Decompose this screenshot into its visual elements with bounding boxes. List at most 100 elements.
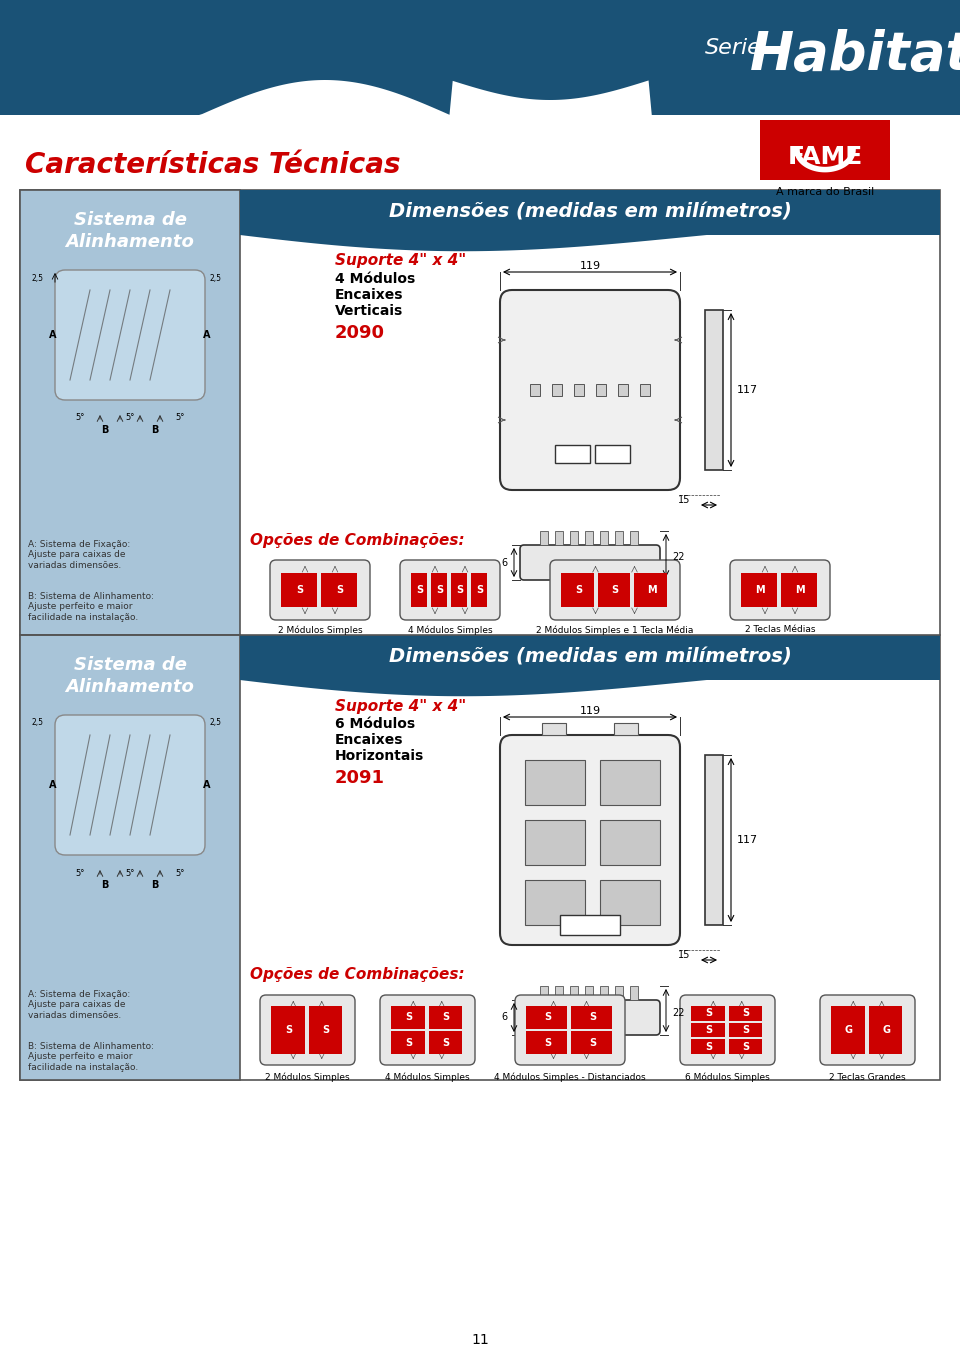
Ellipse shape bbox=[624, 419, 646, 451]
FancyBboxPatch shape bbox=[240, 190, 940, 235]
Circle shape bbox=[554, 564, 562, 572]
Circle shape bbox=[404, 564, 412, 572]
FancyBboxPatch shape bbox=[270, 560, 370, 620]
FancyBboxPatch shape bbox=[869, 1006, 902, 1055]
Text: B: Sistema de Alinhamento:
Ajuste perfeito e maior
facilidade na instalação.: B: Sistema de Alinhamento: Ajuste perfei… bbox=[28, 593, 154, 622]
Circle shape bbox=[903, 999, 911, 1007]
FancyBboxPatch shape bbox=[691, 1040, 725, 1055]
Text: 2 Módulos Simples e 1 Tecla Média: 2 Módulos Simples e 1 Tecla Média bbox=[537, 625, 694, 635]
Text: S: S bbox=[405, 1012, 412, 1022]
Text: 2,5: 2,5 bbox=[209, 273, 221, 283]
Text: S: S bbox=[706, 1041, 712, 1052]
FancyBboxPatch shape bbox=[614, 723, 638, 735]
FancyBboxPatch shape bbox=[552, 385, 562, 395]
FancyBboxPatch shape bbox=[600, 987, 608, 1000]
Text: Opções de Combinações:: Opções de Combinações: bbox=[250, 533, 465, 548]
Text: 2090: 2090 bbox=[335, 323, 385, 342]
Circle shape bbox=[95, 875, 115, 896]
FancyBboxPatch shape bbox=[500, 289, 680, 491]
Text: 5°: 5° bbox=[75, 413, 84, 423]
FancyBboxPatch shape bbox=[55, 270, 205, 400]
Circle shape bbox=[488, 564, 496, 572]
FancyBboxPatch shape bbox=[240, 635, 940, 680]
Text: 2091: 2091 bbox=[335, 769, 385, 787]
Polygon shape bbox=[240, 190, 940, 251]
FancyBboxPatch shape bbox=[391, 1006, 424, 1029]
Text: A: A bbox=[49, 780, 57, 790]
FancyBboxPatch shape bbox=[705, 756, 723, 925]
Circle shape bbox=[404, 607, 412, 616]
FancyBboxPatch shape bbox=[20, 190, 940, 1080]
Text: Encaixes: Encaixes bbox=[335, 733, 403, 747]
Circle shape bbox=[488, 607, 496, 616]
FancyBboxPatch shape bbox=[600, 881, 660, 925]
Text: 2 Módulos Simples: 2 Módulos Simples bbox=[277, 625, 362, 635]
FancyBboxPatch shape bbox=[741, 573, 777, 607]
Text: G: G bbox=[882, 1025, 890, 1036]
Text: 11: 11 bbox=[471, 1333, 489, 1347]
FancyBboxPatch shape bbox=[411, 573, 427, 607]
Text: M: M bbox=[647, 584, 657, 595]
Text: S: S bbox=[588, 1012, 596, 1022]
Text: S: S bbox=[575, 584, 582, 595]
Circle shape bbox=[264, 999, 272, 1007]
Circle shape bbox=[763, 1053, 771, 1061]
Text: 2,5: 2,5 bbox=[209, 719, 221, 727]
Text: 119: 119 bbox=[580, 261, 601, 270]
FancyBboxPatch shape bbox=[574, 385, 584, 395]
FancyBboxPatch shape bbox=[271, 1006, 304, 1055]
Circle shape bbox=[660, 745, 670, 756]
FancyBboxPatch shape bbox=[595, 444, 630, 463]
FancyBboxPatch shape bbox=[615, 531, 623, 545]
FancyBboxPatch shape bbox=[600, 819, 660, 864]
Text: S: S bbox=[743, 1025, 750, 1036]
FancyBboxPatch shape bbox=[540, 531, 548, 545]
FancyBboxPatch shape bbox=[561, 573, 593, 607]
FancyBboxPatch shape bbox=[525, 881, 585, 925]
Circle shape bbox=[613, 1053, 621, 1061]
FancyBboxPatch shape bbox=[380, 995, 475, 1065]
FancyBboxPatch shape bbox=[729, 1040, 762, 1055]
FancyBboxPatch shape bbox=[831, 1006, 865, 1055]
Ellipse shape bbox=[534, 308, 556, 341]
Circle shape bbox=[818, 564, 826, 572]
Text: B: B bbox=[102, 425, 108, 435]
Text: 5°: 5° bbox=[126, 868, 134, 878]
FancyBboxPatch shape bbox=[55, 715, 205, 855]
Circle shape bbox=[358, 607, 366, 616]
Text: Sistema de: Sistema de bbox=[74, 656, 186, 674]
Text: 15: 15 bbox=[678, 950, 690, 959]
Text: 6 Módulos: 6 Módulos bbox=[335, 718, 415, 731]
Text: 4 Módulos Simples: 4 Módulos Simples bbox=[408, 625, 492, 635]
FancyBboxPatch shape bbox=[428, 1006, 462, 1029]
Text: 2,5: 2,5 bbox=[31, 273, 43, 283]
Text: 117: 117 bbox=[737, 834, 758, 845]
Text: 5°: 5° bbox=[126, 413, 134, 423]
FancyBboxPatch shape bbox=[550, 560, 680, 620]
FancyBboxPatch shape bbox=[585, 531, 593, 545]
FancyBboxPatch shape bbox=[730, 560, 830, 620]
Text: M: M bbox=[795, 584, 804, 595]
FancyBboxPatch shape bbox=[431, 573, 447, 607]
FancyBboxPatch shape bbox=[500, 735, 680, 945]
FancyBboxPatch shape bbox=[540, 987, 548, 1000]
Text: A marca do Brasil: A marca do Brasil bbox=[776, 188, 875, 197]
Text: 4 Módulos Simples: 4 Módulos Simples bbox=[385, 1072, 469, 1082]
Text: Dimensões (medidas em milímetros): Dimensões (medidas em milímetros) bbox=[389, 202, 791, 222]
Text: S: S bbox=[476, 584, 484, 595]
FancyBboxPatch shape bbox=[20, 635, 240, 1080]
FancyBboxPatch shape bbox=[640, 385, 650, 395]
Circle shape bbox=[734, 607, 742, 616]
Circle shape bbox=[197, 775, 217, 795]
Text: 6: 6 bbox=[502, 1012, 508, 1022]
FancyBboxPatch shape bbox=[571, 1031, 612, 1055]
Circle shape bbox=[384, 999, 392, 1007]
FancyBboxPatch shape bbox=[526, 1031, 567, 1055]
FancyBboxPatch shape bbox=[760, 120, 890, 179]
Text: A: Sistema de Fixação:
Ajuste para caixas de
variadas dimensões.: A: Sistema de Fixação: Ajuste para caixa… bbox=[28, 989, 131, 1019]
Text: Características Técnicas: Características Técnicas bbox=[25, 151, 400, 179]
Text: 6: 6 bbox=[502, 557, 508, 568]
FancyBboxPatch shape bbox=[691, 1006, 725, 1021]
FancyBboxPatch shape bbox=[471, 573, 487, 607]
Ellipse shape bbox=[534, 419, 556, 451]
